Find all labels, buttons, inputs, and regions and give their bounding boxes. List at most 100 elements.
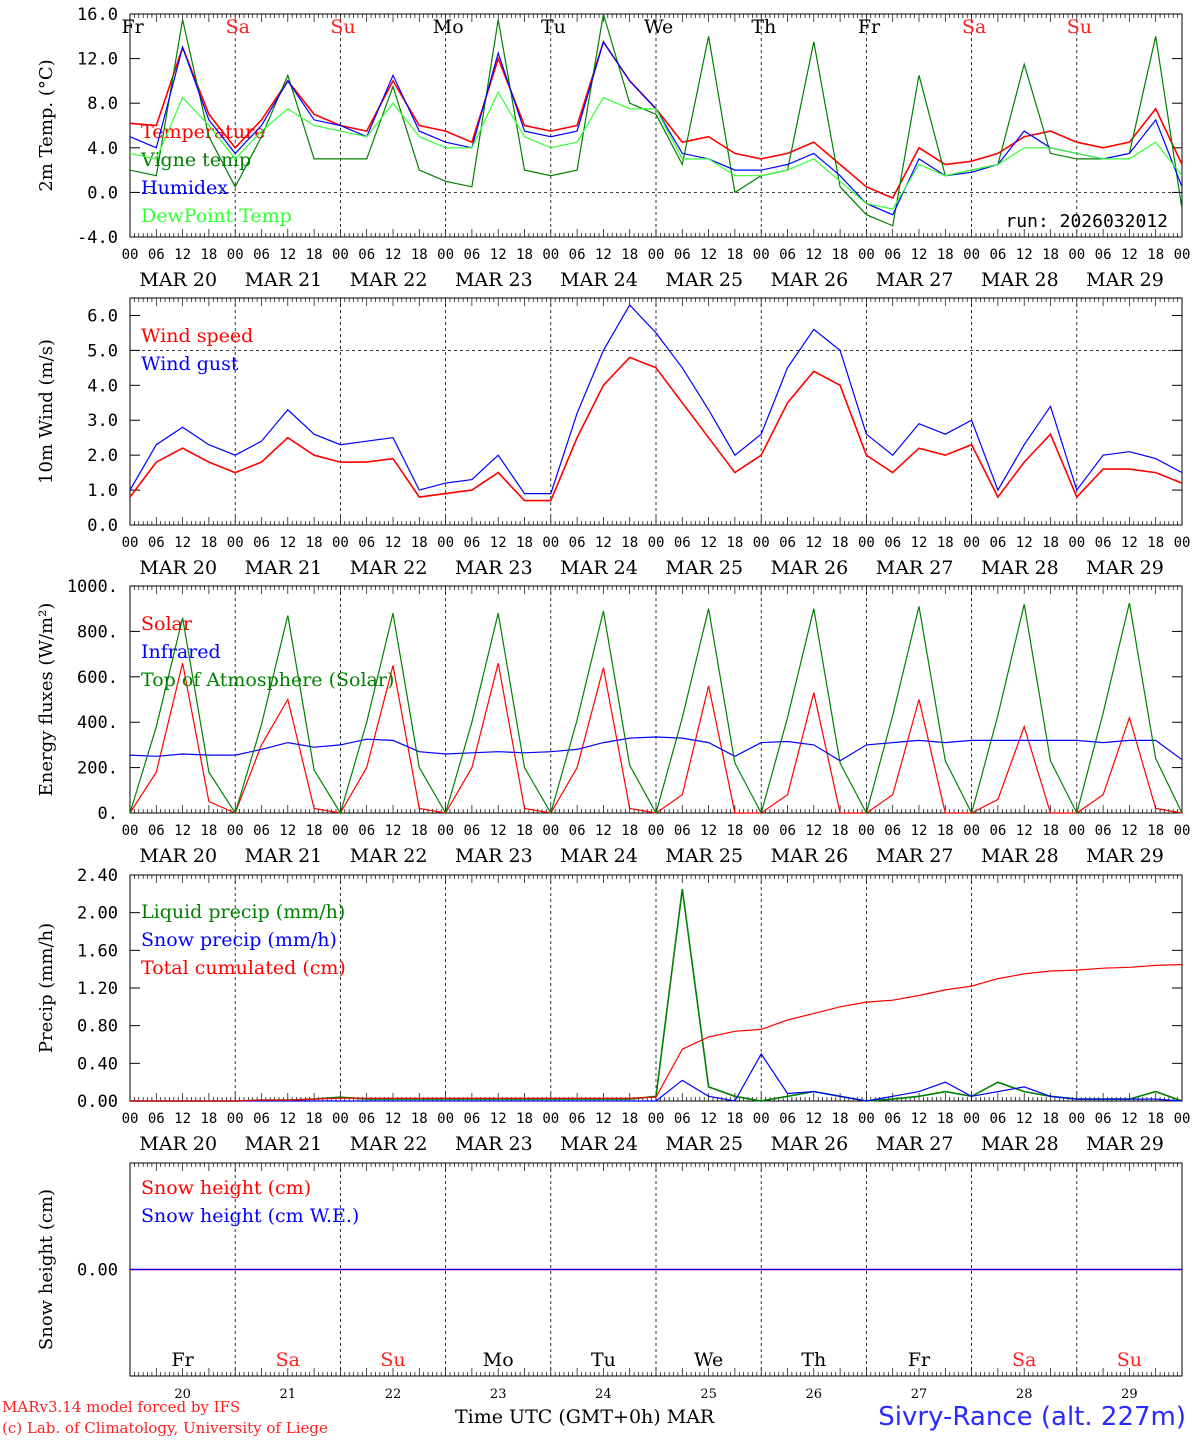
weekday-label: Sa xyxy=(962,16,986,38)
hour-label: 00 xyxy=(227,247,244,263)
hour-label: 12 xyxy=(700,823,717,839)
hour-label: 12 xyxy=(1016,823,1033,839)
hour-label: 18 xyxy=(937,1111,954,1127)
hour-label: 00 xyxy=(1174,823,1191,839)
hour-label: 18 xyxy=(937,823,954,839)
hour-label: 06 xyxy=(569,247,586,263)
hour-label: 06 xyxy=(884,247,901,263)
hour-label: 06 xyxy=(463,823,480,839)
hour-label: 00 xyxy=(1174,1111,1191,1127)
weekday-label: We xyxy=(644,16,673,38)
panel-frame-1 xyxy=(129,13,1183,238)
hour-label: 18 xyxy=(1147,1111,1164,1127)
date-label: MAR 25 xyxy=(665,269,743,291)
hour-label: 06 xyxy=(779,535,796,551)
date-label: MAR 20 xyxy=(139,269,217,291)
hour-label: 00 xyxy=(332,1111,349,1127)
hour-label: 12 xyxy=(1016,247,1033,263)
y-axis-label: Snow height (cm) xyxy=(36,1189,57,1350)
y-tick-label: -4.0 xyxy=(77,228,118,248)
hour-label: 18 xyxy=(1147,535,1164,551)
hour-label: 06 xyxy=(358,535,375,551)
hour-label: 00 xyxy=(753,535,770,551)
hour-label: 18 xyxy=(411,535,428,551)
hour-label: 00 xyxy=(963,535,980,551)
hour-label: 06 xyxy=(884,535,901,551)
date-label: MAR 20 xyxy=(139,557,217,579)
hour-label: 06 xyxy=(1095,823,1112,839)
hour-label: 12 xyxy=(595,1111,612,1127)
hour-label: 18 xyxy=(516,823,533,839)
hour-label: 06 xyxy=(674,535,691,551)
weekday-label: Sa xyxy=(1012,1349,1036,1371)
y-tick-label: 2.40 xyxy=(77,866,118,886)
date-label: MAR 27 xyxy=(876,845,954,867)
hour-label: 06 xyxy=(989,823,1006,839)
hour-label: 00 xyxy=(648,823,665,839)
hour-label: 18 xyxy=(516,535,533,551)
date-label: MAR 20 xyxy=(139,1133,217,1155)
hour-label: 18 xyxy=(1147,823,1164,839)
hour-label: 18 xyxy=(621,535,638,551)
hour-label: 18 xyxy=(200,823,217,839)
hour-label: 18 xyxy=(306,247,323,263)
date-label: MAR 21 xyxy=(245,557,323,579)
date-label: MAR 23 xyxy=(455,845,533,867)
hour-label: 00 xyxy=(542,535,559,551)
hour-label: 12 xyxy=(1121,823,1138,839)
hour-label: 00 xyxy=(1068,1111,1085,1127)
date-label: MAR 21 xyxy=(245,1133,323,1155)
hour-label: 00 xyxy=(1068,823,1085,839)
y-tick-label: 400. xyxy=(77,713,118,733)
y-tick-label: 16.0 xyxy=(77,5,118,25)
legend-entry: Wind gust xyxy=(141,353,239,375)
weekday-label: Su xyxy=(1117,1349,1142,1371)
hour-label: 06 xyxy=(1095,1111,1112,1127)
hour-label: 06 xyxy=(1095,535,1112,551)
y-tick-label: 6.0 xyxy=(87,306,118,326)
hour-label: 00 xyxy=(753,247,770,263)
hour-label: 06 xyxy=(779,247,796,263)
hour-label: 00 xyxy=(753,823,770,839)
model-credit: MARv3.14 model forced by IFS xyxy=(2,1398,241,1416)
hour-label: 06 xyxy=(463,535,480,551)
hour-label: 18 xyxy=(1042,535,1059,551)
hour-label: 12 xyxy=(385,535,402,551)
date-label: MAR 23 xyxy=(455,1133,533,1155)
hour-label: 00 xyxy=(122,535,139,551)
hour-label: 06 xyxy=(253,1111,270,1127)
legend-entry: DewPoint Temp xyxy=(141,205,292,227)
run-label: run: 2026032012 xyxy=(1005,211,1168,232)
day-number-label: 23 xyxy=(490,1387,507,1400)
y-tick-label: 2.00 xyxy=(77,904,118,924)
y-tick-label: 0.40 xyxy=(77,1054,118,1074)
weekday-label: Su xyxy=(1067,16,1092,38)
date-label: MAR 22 xyxy=(350,1133,428,1155)
series-line-vigne-temp xyxy=(129,13,1183,227)
hour-label: 12 xyxy=(805,535,822,551)
date-label: MAR 24 xyxy=(560,1133,638,1155)
hour-label: 12 xyxy=(1121,535,1138,551)
hour-label: 12 xyxy=(279,247,296,263)
hour-label: 12 xyxy=(490,535,507,551)
hour-label: 06 xyxy=(253,823,270,839)
hour-label: 06 xyxy=(779,1111,796,1127)
weekday-label: Su xyxy=(380,1349,405,1371)
hour-label: 00 xyxy=(332,823,349,839)
hour-label: 12 xyxy=(490,247,507,263)
hour-label: 18 xyxy=(306,1111,323,1127)
date-label: MAR 29 xyxy=(1086,845,1164,867)
hour-label: 18 xyxy=(1147,247,1164,263)
date-label: MAR 22 xyxy=(350,557,428,579)
lab-credit: (c) Lab. of Climatology, University of L… xyxy=(2,1419,328,1437)
weekday-label: Tu xyxy=(541,16,566,38)
hour-label: 12 xyxy=(595,247,612,263)
date-label: MAR 26 xyxy=(771,269,849,291)
hour-label: 18 xyxy=(937,247,954,263)
weekday-label: Su xyxy=(330,16,355,38)
hour-label: 18 xyxy=(306,823,323,839)
hour-label: 12 xyxy=(595,535,612,551)
hour-label: 00 xyxy=(227,535,244,551)
day-number-label: 27 xyxy=(911,1387,928,1400)
weekday-label: Th xyxy=(751,16,776,38)
